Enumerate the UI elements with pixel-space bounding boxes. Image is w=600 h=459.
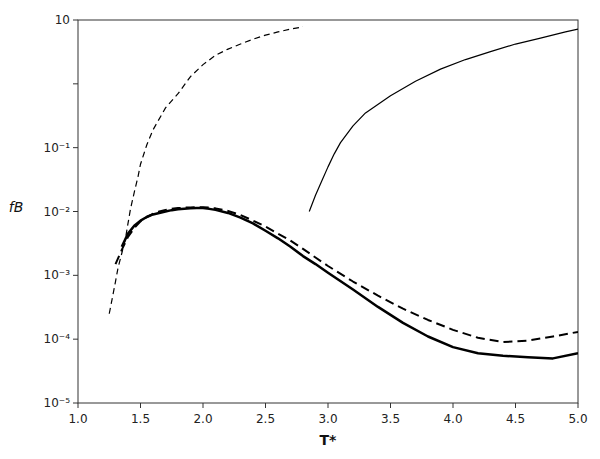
y-tick xyxy=(73,211,78,212)
x-tick xyxy=(390,403,391,408)
y-tick xyxy=(73,20,78,21)
x-tick-label: 3.0 xyxy=(318,412,337,426)
series-line xyxy=(309,29,578,211)
x-tick-label: 3.5 xyxy=(381,412,400,426)
y-tick xyxy=(73,275,78,276)
y-tick-label: 10⁻⁴ xyxy=(44,332,71,346)
y-tick-label: 10⁻¹ xyxy=(44,141,71,155)
x-tick xyxy=(140,403,141,408)
x-axis-label: T* xyxy=(320,432,338,448)
plot-area xyxy=(109,27,578,358)
x-tick-label: 5.0 xyxy=(568,412,587,426)
y-axis-label: fB xyxy=(9,199,24,215)
x-tick xyxy=(453,403,454,408)
y-tick xyxy=(73,339,78,340)
x-tick xyxy=(328,403,329,408)
y-tick-label: 10⁻² xyxy=(44,205,71,219)
x-tick xyxy=(78,403,79,408)
x-tick xyxy=(203,403,204,408)
chart: 1.0 1.5 2.0 2.5 3.0 3.5 4.0 4.5 5.0 10⁻⁵ 10⁻⁴ 10⁻³ 1… xyxy=(0,0,600,459)
x-tick xyxy=(515,403,516,408)
y-tick-label: 10 xyxy=(55,13,70,27)
y-tick xyxy=(73,147,78,148)
y-tick-label: 10⁻⁵ xyxy=(44,396,71,410)
x-tick-label: 4.5 xyxy=(506,412,525,426)
y-tick-label: 10⁻³ xyxy=(44,268,71,282)
y-tick xyxy=(73,403,78,404)
series-line xyxy=(122,208,578,358)
x-tick xyxy=(578,403,579,408)
x-tick-label: 1.0 xyxy=(68,412,87,426)
x-tick-label: 1.5 xyxy=(131,412,150,426)
x-tick-label: 2.5 xyxy=(256,412,275,426)
series-line xyxy=(116,207,579,342)
series-line xyxy=(109,27,303,314)
x-tick-label: 2.0 xyxy=(193,412,212,426)
x-tick xyxy=(265,403,266,408)
x-tick-label: 4.0 xyxy=(443,412,462,426)
y-tick xyxy=(73,83,78,84)
plot-frame xyxy=(78,20,578,403)
